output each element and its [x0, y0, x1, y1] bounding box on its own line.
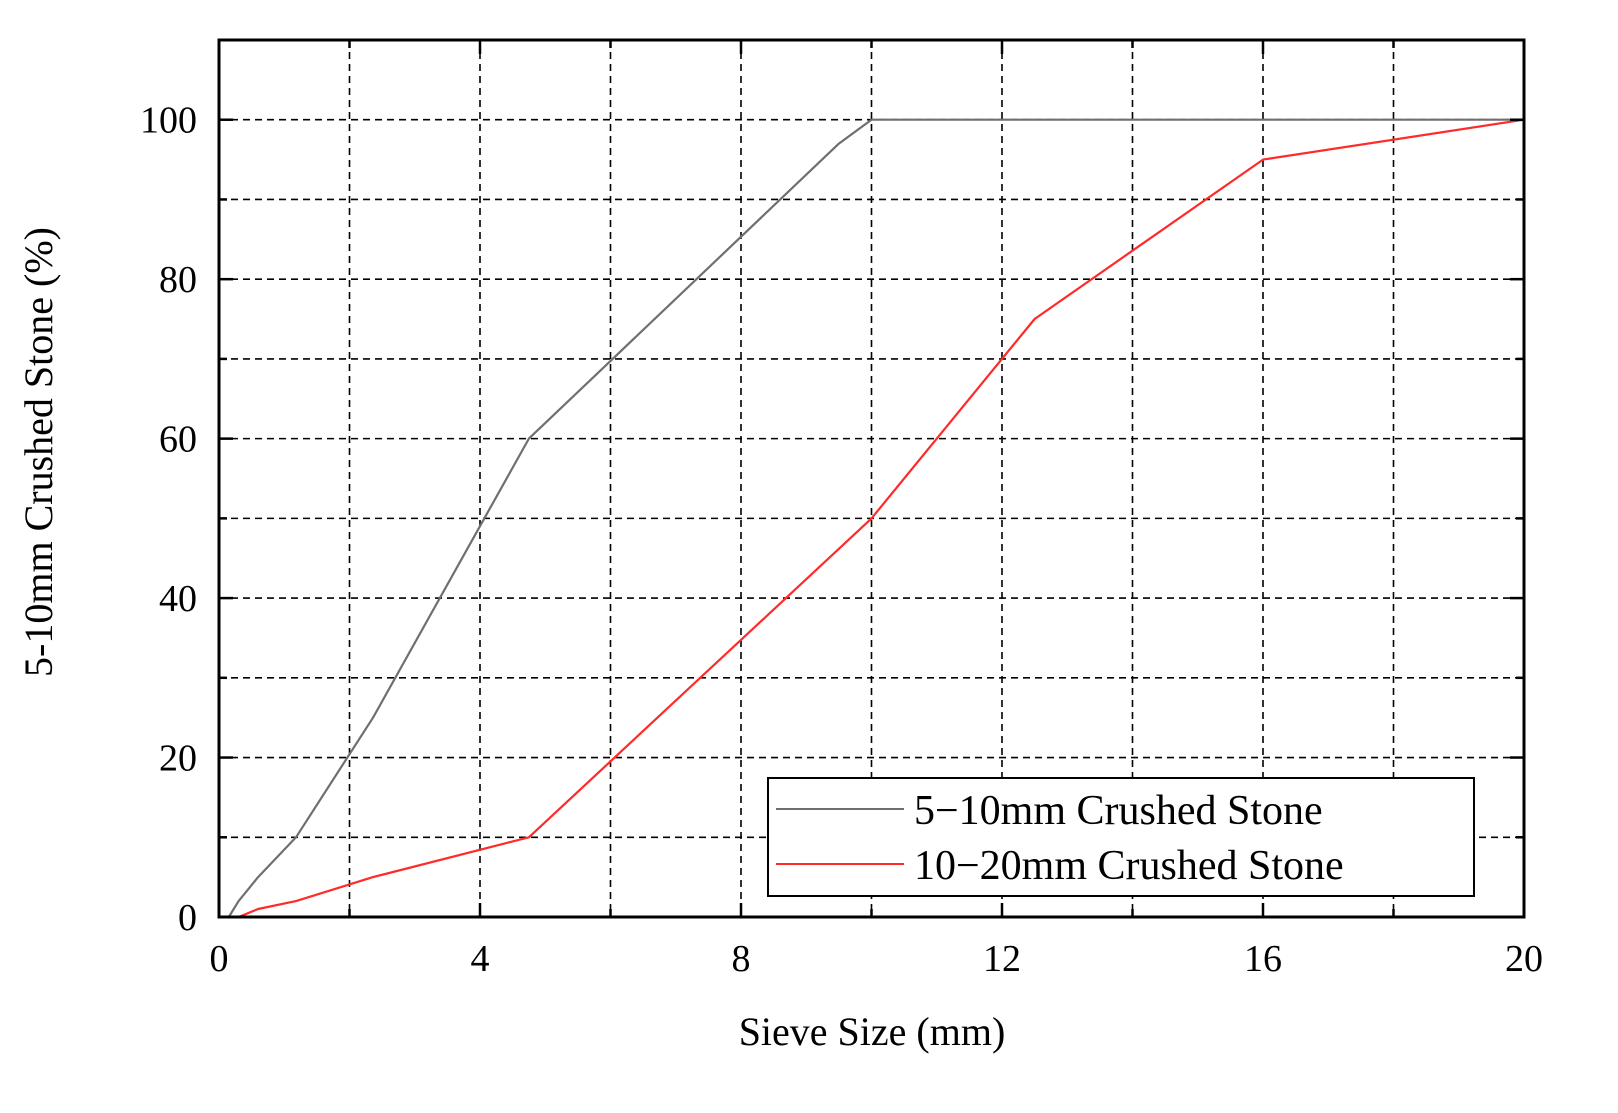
series-line-5-10mm [227, 118, 1524, 918]
legend-box [767, 777, 1475, 897]
y-tick-label: 80 [159, 259, 197, 301]
y-tick-label: 100 [140, 100, 197, 142]
legend-label-10-20mm: 10−20mm Crushed Stone [914, 843, 1344, 889]
series-line-10-20mm [228, 118, 1525, 919]
y-axis-title: 5-10mm Crushed Stone (%) [16, 227, 61, 677]
y-tick-label: 20 [159, 738, 197, 780]
legend-label-5-10mm: 5−10mm Crushed Stone [914, 788, 1323, 834]
x-tick-label: 16 [1244, 938, 1282, 980]
x-tick-label: 12 [983, 938, 1021, 980]
y-tick-label: 60 [159, 419, 197, 461]
x-tick-label: 8 [732, 938, 751, 980]
y-tick-label: 0 [178, 897, 197, 939]
x-axis-title: Sieve Size (mm) [739, 1009, 1006, 1054]
x-tick-label: 0 [210, 938, 229, 980]
x-tick-label: 4 [471, 938, 490, 980]
legend: 5−10mm Crushed Stone 10−20mm Crushed Sto… [767, 777, 1475, 897]
x-tick-label: 20 [1505, 938, 1543, 980]
y-tick-label: 40 [159, 578, 197, 620]
axis-ticks: 0 4 8 12 16 20 0 20 40 60 80 100 [140, 38, 1543, 980]
series-layer [227, 118, 1525, 919]
